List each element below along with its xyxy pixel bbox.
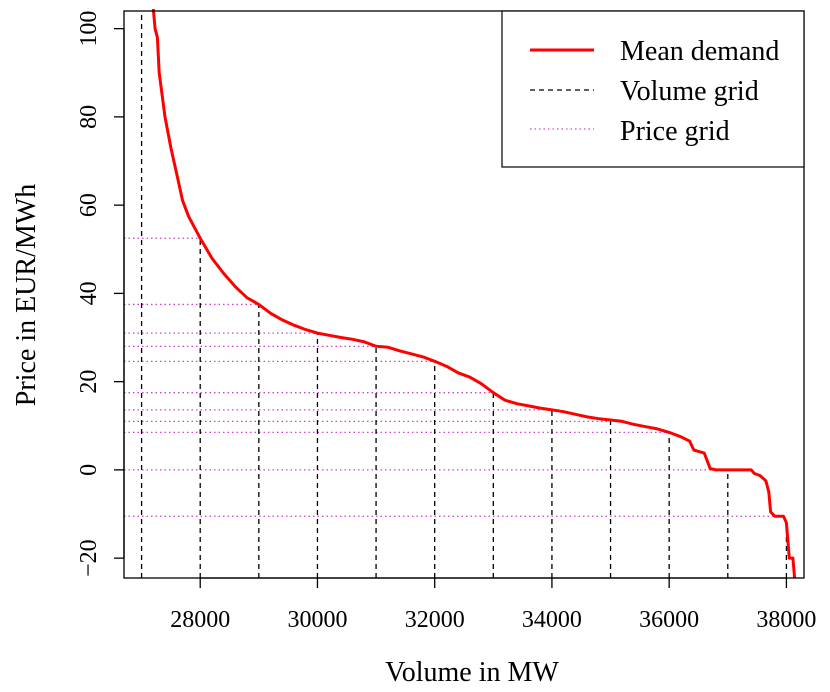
- y-tick-label: −20: [76, 539, 102, 577]
- y-axis: −20 0 20 40 60 80 100: [76, 11, 125, 577]
- y-tick-label: 40: [76, 281, 102, 305]
- legend-label-volume-grid: Volume grid: [620, 76, 759, 107]
- y-axis-title: Price in EUR/MWh: [11, 184, 42, 406]
- legend: Mean demand Volume grid Price grid: [501, 10, 805, 168]
- legend-box: [501, 10, 805, 168]
- x-tick-label: 30000: [287, 607, 347, 633]
- price-grid-layer: [124, 237, 775, 517]
- series-layer: [151, 8, 797, 579]
- y-tick-label: 80: [76, 105, 102, 129]
- x-axis: 28000 30000 32000 34000 36000 38000: [170, 577, 816, 633]
- mean-demand-line: [151, 8, 797, 579]
- y-tick-label: 20: [76, 370, 102, 394]
- x-tick-label: 32000: [405, 607, 465, 633]
- volume-grid-layer: [140, 11, 788, 578]
- x-tick-label: 28000: [170, 607, 230, 633]
- y-tick-label: 100: [76, 11, 102, 47]
- y-tick-label: 60: [76, 193, 102, 217]
- legend-label-mean-demand: Mean demand: [620, 36, 779, 67]
- legend-label-price-grid: Price grid: [620, 116, 730, 147]
- y-tick-label: 0: [76, 464, 102, 476]
- x-axis-title: Volume in MW: [385, 657, 559, 688]
- x-tick-label: 38000: [756, 607, 816, 633]
- x-tick-label: 36000: [639, 607, 699, 633]
- x-tick-label: 34000: [522, 607, 582, 633]
